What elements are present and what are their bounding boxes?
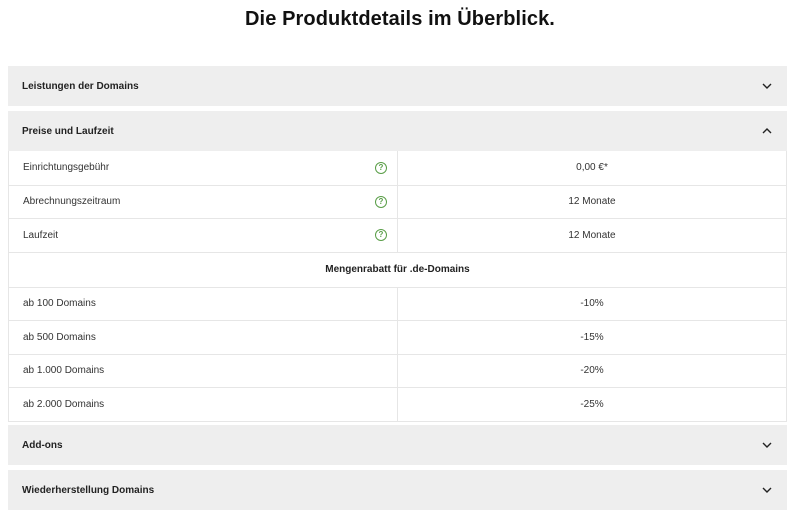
table-row: Laufzeit ? 12 Monate <box>9 218 786 252</box>
discount-label: ab 500 Domains <box>9 321 398 354</box>
chevron-down-icon[interactable] <box>761 439 773 451</box>
volume-discount-heading: Mengenrabatt für .de-Domains <box>9 251 786 287</box>
term-value: 12 Monate <box>568 229 616 241</box>
question-circle-icon[interactable]: ? <box>375 195 387 208</box>
billing-period-label: Abrechnungszeitraum <box>23 196 121 208</box>
discount-label: ab 2.000 Domains <box>9 388 398 421</box>
discount-value: -20% <box>580 365 604 377</box>
table-row: Einrichtungsgebühr ? 0,00 €* <box>9 151 786 185</box>
page-title: Die Produktdetails im Überblick. <box>245 8 555 30</box>
accordion-pricing[interactable]: Preise und Laufzeit <box>8 111 787 151</box>
discount-value: -25% <box>580 398 604 410</box>
question-circle-icon[interactable]: ? <box>375 161 387 174</box>
accordion-performance[interactable]: Leistungen der Domains <box>8 66 787 106</box>
accordion-pricing-label: Preise und Laufzeit <box>22 125 114 137</box>
discount-label: ab 1.000 Domains <box>9 354 398 387</box>
accordion-addons[interactable]: Add-ons <box>8 425 787 465</box>
setup-fee-value: 0,00 €* <box>576 162 608 174</box>
question-circle-icon[interactable]: ? <box>375 229 387 242</box>
term-label: Laufzeit <box>23 229 59 241</box>
chevron-down-icon[interactable] <box>761 484 773 496</box>
chevron-down-icon[interactable] <box>761 80 773 92</box>
accordion-addons-label: Add-ons <box>22 439 63 451</box>
setup-fee-label: Einrichtungsgebühr <box>23 162 110 174</box>
table-row: ab 500 Domains -15% <box>9 320 786 354</box>
table-row: ab 1.000 Domains -20% <box>9 353 786 387</box>
discount-value: -15% <box>580 331 604 343</box>
table-row: Abrechnungszeitraum ? 12 Monate <box>9 184 786 218</box>
chevron-up-icon[interactable] <box>761 125 773 137</box>
discount-value: -10% <box>580 298 604 310</box>
discount-label: ab 100 Domains <box>9 287 398 320</box>
pricing-details-table: Einrichtungsgebühr ? 0,00 €* Abrechnungs… <box>8 151 787 422</box>
table-row: ab 100 Domains -10% <box>9 286 786 320</box>
accordion-restore-label: Wiederherstellung Domains <box>22 484 155 496</box>
accordion-performance-label: Leistungen der Domains <box>22 80 139 92</box>
accordion-restore[interactable]: Wiederherstellung Domains <box>8 470 787 510</box>
billing-period-value: 12 Monate <box>568 196 616 208</box>
table-row: ab 2.000 Domains -25% <box>9 387 786 421</box>
